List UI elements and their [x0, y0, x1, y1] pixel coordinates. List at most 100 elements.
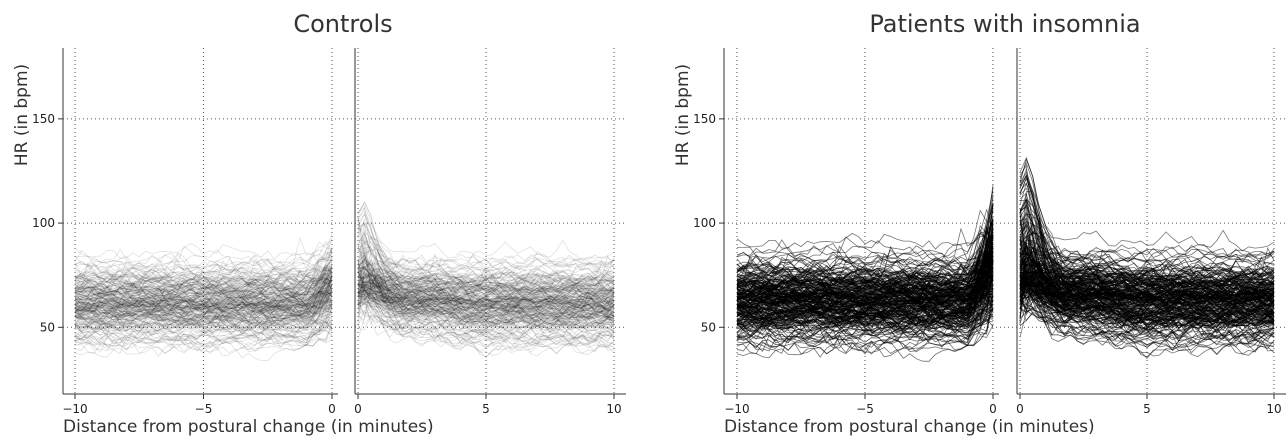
hr-trace [736, 261, 994, 301]
hr-trace [1019, 269, 1275, 291]
hr-trace [1019, 282, 1275, 322]
hr-trace [736, 294, 994, 355]
hr-trace [736, 256, 994, 292]
hr-trace [1019, 200, 1275, 292]
hr-trace [736, 236, 994, 280]
hr-trace [357, 277, 615, 297]
hr-trace [1019, 271, 1275, 307]
hr-trace [736, 221, 994, 303]
hr-trace [1019, 283, 1275, 318]
hr-trace [1019, 242, 1275, 310]
hr-trace [1019, 249, 1275, 280]
hr-trace [736, 223, 994, 275]
x-tick-label: −5 [856, 402, 874, 416]
hr-trace [736, 324, 994, 358]
hr-trace [736, 261, 994, 349]
hr-trace [1019, 287, 1275, 312]
hr-trace [737, 306, 994, 355]
hr-trace [74, 268, 333, 309]
hr-trace [357, 240, 615, 316]
hr-trace [1019, 229, 1275, 319]
hr-trace [1019, 275, 1275, 299]
hr-trace [736, 209, 994, 265]
hr-trace [736, 259, 994, 304]
hr-trace [736, 255, 994, 286]
hr-trace [1019, 242, 1275, 296]
hr-trace [1019, 211, 1275, 289]
hr-trace [736, 247, 994, 323]
hr-trace [736, 204, 994, 311]
hr-trace [1020, 200, 1275, 252]
hr-trace [736, 257, 994, 303]
hr-trace [736, 190, 994, 312]
hr-trace [1019, 171, 1275, 280]
hr-trace [1019, 279, 1275, 298]
hr-trace [1019, 258, 1275, 279]
hr-trace [736, 223, 994, 275]
hr-trace [357, 263, 615, 290]
hr-trace [357, 265, 615, 329]
hr-trace [357, 267, 615, 287]
hr-trace [1019, 299, 1275, 331]
hr-trace [736, 295, 994, 352]
hr-trace [736, 250, 994, 296]
hr-trace [736, 290, 994, 320]
hr-trace [1019, 261, 1275, 322]
hr-trace [736, 252, 994, 307]
hr-trace [1019, 275, 1275, 330]
hr-trace [736, 250, 994, 328]
hr-trace [736, 308, 994, 337]
hr-trace [736, 255, 994, 294]
hr-trace [357, 245, 615, 298]
hr-trace [736, 184, 994, 275]
hr-trace [74, 267, 333, 292]
hr-trace [1019, 260, 1275, 312]
hr-trace [1019, 252, 1275, 288]
hr-trace [736, 235, 994, 305]
hr-trace [736, 262, 994, 295]
hr-trace [357, 310, 615, 356]
hr-trace [1019, 253, 1275, 299]
hr-trace [1019, 246, 1275, 298]
hr-trace [357, 260, 615, 343]
hr-trace [736, 251, 994, 316]
hr-trace [736, 290, 994, 318]
hr-trace [1019, 208, 1275, 280]
hr-trace [357, 254, 615, 286]
x-tick-label: 10 [1266, 402, 1281, 416]
y-axis-label: HR (in bpm) [12, 64, 32, 166]
hr-trace [1019, 204, 1275, 324]
hr-trace [1019, 187, 1275, 291]
y-tick-label: 100 [32, 216, 55, 230]
hr-trace [1019, 274, 1275, 292]
hr-trace [1019, 305, 1275, 347]
hr-trace [736, 241, 994, 304]
hr-trace [1019, 258, 1275, 290]
hr-trace [357, 271, 615, 295]
hr-trace [1019, 282, 1275, 322]
hr-trace [1019, 281, 1275, 319]
hr-trace [736, 216, 994, 301]
hr-trace [736, 229, 994, 310]
hr-trace [736, 284, 994, 313]
hr-trace [74, 319, 333, 349]
hr-trace [357, 272, 615, 319]
hr-trace [1019, 222, 1275, 311]
hr-trace [74, 265, 333, 322]
hr-trace [1020, 275, 1275, 316]
hr-trace [736, 303, 994, 332]
hr-trace [736, 291, 994, 313]
hr-trace [736, 194, 994, 302]
hr-trace [736, 313, 994, 334]
hr-trace [1019, 219, 1275, 291]
hr-trace [74, 256, 333, 282]
hr-trace [736, 262, 994, 295]
hr-trace [74, 277, 333, 302]
hr-trace [357, 259, 615, 300]
hr-trace [1019, 298, 1275, 340]
hr-trace [74, 286, 333, 313]
hr-trace [736, 267, 994, 328]
hr-trace [74, 310, 333, 331]
hr-trace [1019, 274, 1275, 296]
hr-trace [1019, 221, 1275, 292]
